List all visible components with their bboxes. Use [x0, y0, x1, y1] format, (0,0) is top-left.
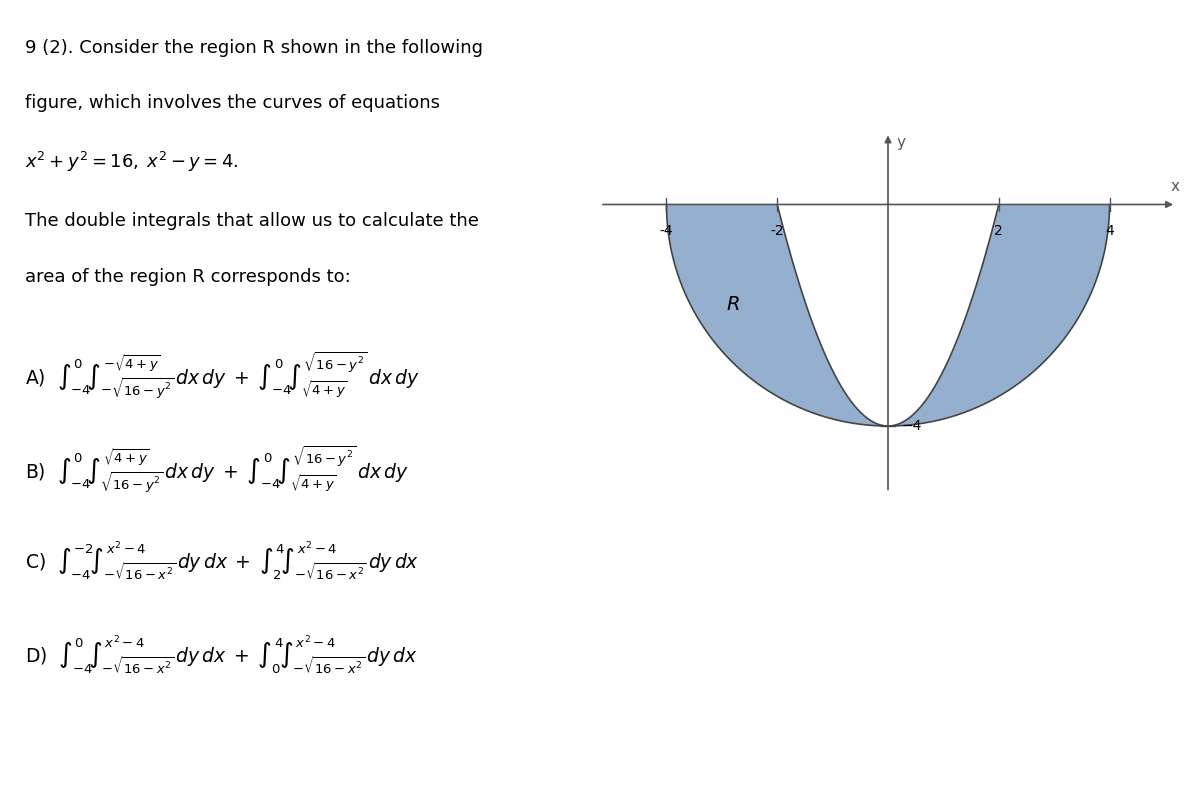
Text: 2: 2	[995, 224, 1003, 238]
Text: area of the region R corresponds to:: area of the region R corresponds to:	[25, 268, 350, 286]
Text: $x^2 + y^2 = 16,\; x^2 - y = 4.$: $x^2 + y^2 = 16,\; x^2 - y = 4.$	[25, 150, 239, 174]
Text: −4: −4	[902, 419, 923, 433]
Text: The double integrals that allow us to calculate the: The double integrals that allow us to ca…	[25, 212, 479, 231]
Text: A)  $\int_{-4}^{0}\!\int_{-\sqrt{16-y^2}}^{-\sqrt{4+y}}\,dx\,dy$$\;+\;\int_{-4}^: A) $\int_{-4}^{0}\!\int_{-\sqrt{16-y^2}}…	[25, 350, 419, 401]
Text: $R$: $R$	[726, 294, 739, 314]
Polygon shape	[666, 205, 888, 426]
Text: x: x	[1170, 179, 1180, 194]
Text: figure, which involves the curves of equations: figure, which involves the curves of equ…	[25, 94, 440, 113]
Text: 9 (2). Consider the region R shown in the following: 9 (2). Consider the region R shown in th…	[25, 39, 482, 57]
Text: D)  $\int_{-4}^{0}\!\int_{-\sqrt{16-x^2}}^{x^2-4}\,dy\,dx$$\;+\;\int_{0}^{4}\!\i: D) $\int_{-4}^{0}\!\int_{-\sqrt{16-x^2}}…	[25, 634, 418, 677]
Text: y: y	[896, 135, 905, 150]
Polygon shape	[888, 205, 1110, 426]
Text: -2: -2	[770, 224, 784, 238]
Text: -4: -4	[660, 224, 673, 238]
Text: B)  $\int_{-4}^{0}\!\int_{\sqrt{16-y^2}}^{\sqrt{4+y}}\,dx\,dy$$\;+\;\int_{-4}^{0: B) $\int_{-4}^{0}\!\int_{\sqrt{16-y^2}}^…	[25, 445, 408, 495]
Text: C)  $\int_{-4}^{-2}\!\int_{-\sqrt{16-x^2}}^{x^2-4}\,dy\,dx$$\;+\;\int_{2}^{4}\!\: C) $\int_{-4}^{-2}\!\int_{-\sqrt{16-x^2}…	[25, 539, 419, 582]
Text: 4: 4	[1105, 224, 1114, 238]
